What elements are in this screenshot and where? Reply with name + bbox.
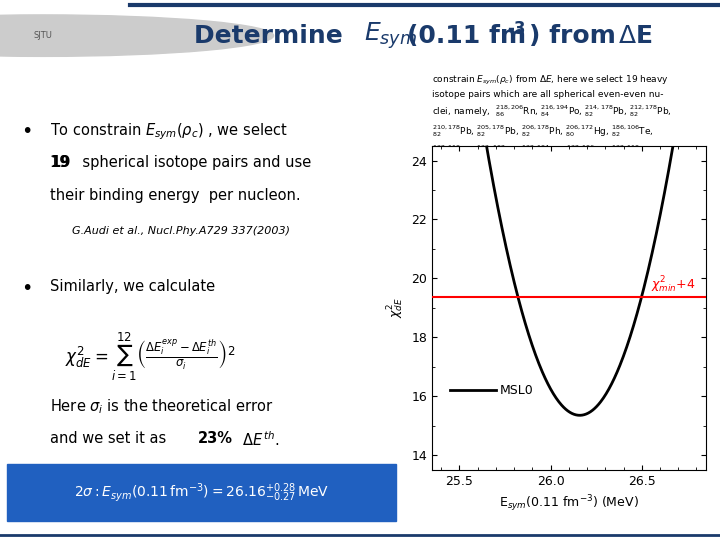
Text: 23%: 23% bbox=[198, 431, 233, 445]
Text: •: • bbox=[22, 279, 33, 298]
Text: (0.11 fm: (0.11 fm bbox=[407, 24, 526, 48]
Text: $\chi^2_{dE} = \sum_{i=1}^{12}\left(\frac{\Delta E_i^{exp} - \Delta E_i^{th}}{\s: $\chi^2_{dE} = \sum_{i=1}^{12}\left(\fra… bbox=[65, 331, 235, 383]
Text: $\Delta$E: $\Delta$E bbox=[618, 24, 652, 48]
Text: SJTU: SJTU bbox=[34, 31, 53, 40]
Text: MSL0: MSL0 bbox=[500, 384, 534, 397]
Text: and we set it as: and we set it as bbox=[50, 431, 176, 445]
Text: To constrain $E_{sym}(\rho_c)$ , we select: To constrain $E_{sym}(\rho_c)$ , we sele… bbox=[50, 122, 288, 143]
Text: Determine: Determine bbox=[194, 24, 352, 48]
Text: $\Delta E^{th}$.: $\Delta E^{th}$. bbox=[238, 431, 279, 449]
Text: their binding energy  per nucleon.: their binding energy per nucleon. bbox=[50, 188, 301, 204]
Text: Here $\sigma_i$ is the theoretical error: Here $\sigma_i$ is the theoretical error bbox=[50, 397, 274, 416]
Text: $2\sigma: E_{sym}(0.11\,\mathrm{fm}^{-3}) = 26.16^{+0.28}_{-0.27}\,\mathrm{MeV}$: $2\sigma: E_{sym}(0.11\,\mathrm{fm}^{-3}… bbox=[74, 481, 329, 504]
Text: G.Audi et al., Nucl.Phy.A729 337(2003): G.Audi et al., Nucl.Phy.A729 337(2003) bbox=[72, 226, 290, 237]
Text: 19: 19 bbox=[50, 155, 71, 170]
Y-axis label: $\chi^{2}_{dE}$: $\chi^{2}_{dE}$ bbox=[385, 298, 405, 318]
Text: •: • bbox=[22, 122, 33, 141]
Text: $\chi^2_{min}$+4: $\chi^2_{min}$+4 bbox=[651, 274, 696, 294]
X-axis label: E$_{sym}$(0.11 fm$^{-3}$) (MeV): E$_{sym}$(0.11 fm$^{-3}$) (MeV) bbox=[499, 493, 639, 514]
Circle shape bbox=[0, 15, 274, 56]
FancyBboxPatch shape bbox=[7, 464, 396, 521]
Text: Similarly, we calculate: Similarly, we calculate bbox=[50, 279, 215, 294]
Text: ) from: ) from bbox=[529, 24, 625, 48]
Text: $E_{sym}$: $E_{sym}$ bbox=[364, 21, 417, 51]
Text: -3: -3 bbox=[508, 20, 526, 38]
Text: constrain $E_{sym}(\rho_c)$ from $\Delta E$, here we select 19 heavy
isotope pai: constrain $E_{sym}(\rho_c)$ from $\Delta… bbox=[432, 75, 672, 179]
Text: 19   spherical isotope pairs and use: 19 spherical isotope pairs and use bbox=[50, 155, 312, 170]
